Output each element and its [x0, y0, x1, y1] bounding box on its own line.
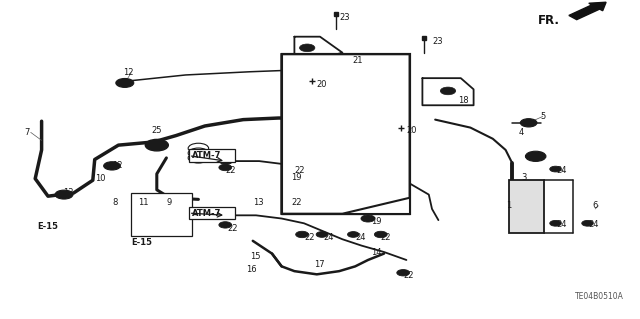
Text: 11: 11 — [138, 198, 148, 207]
Text: 17: 17 — [314, 260, 324, 269]
Text: ATM-7: ATM-7 — [192, 209, 221, 218]
Circle shape — [285, 196, 298, 203]
Circle shape — [284, 170, 298, 177]
Text: 20: 20 — [406, 126, 417, 135]
Circle shape — [520, 119, 537, 127]
Circle shape — [361, 215, 375, 222]
Text: 10: 10 — [95, 174, 106, 182]
Text: E-15: E-15 — [131, 238, 152, 247]
Text: 24: 24 — [557, 166, 567, 175]
Text: 22: 22 — [403, 271, 413, 280]
Circle shape — [300, 44, 315, 52]
Circle shape — [582, 220, 593, 226]
Text: 23: 23 — [339, 13, 350, 22]
Circle shape — [287, 164, 300, 171]
Text: 21: 21 — [352, 56, 362, 65]
Bar — [509, 180, 544, 233]
Text: 13: 13 — [253, 198, 264, 207]
Bar — [282, 54, 410, 214]
Text: 22: 22 — [381, 233, 391, 242]
Text: 12: 12 — [63, 189, 73, 197]
Circle shape — [316, 232, 328, 237]
Text: 19: 19 — [371, 217, 381, 226]
Text: 24: 24 — [323, 233, 333, 242]
Text: 24: 24 — [557, 220, 567, 229]
Text: 6: 6 — [592, 201, 597, 210]
Circle shape — [220, 158, 232, 164]
Text: ATM-7: ATM-7 — [192, 151, 221, 160]
Circle shape — [397, 270, 410, 276]
Text: 24: 24 — [355, 233, 365, 242]
Circle shape — [145, 139, 168, 151]
Circle shape — [220, 212, 232, 219]
Text: 23: 23 — [432, 37, 443, 46]
Circle shape — [55, 190, 73, 199]
Bar — [282, 54, 410, 214]
Text: 4: 4 — [518, 128, 524, 137]
Circle shape — [296, 231, 308, 238]
Text: 7: 7 — [24, 128, 29, 137]
Circle shape — [348, 232, 359, 237]
Text: 1: 1 — [506, 201, 511, 210]
Text: 24: 24 — [589, 220, 599, 229]
Text: 8: 8 — [112, 198, 117, 207]
Circle shape — [550, 220, 561, 226]
Text: FR.: FR. — [538, 14, 560, 27]
Text: 22: 22 — [294, 166, 305, 175]
Bar — [189, 149, 235, 162]
Text: 20: 20 — [317, 80, 327, 89]
Bar — [131, 193, 192, 236]
Text: 25: 25 — [151, 126, 161, 135]
Text: 22: 22 — [304, 233, 314, 242]
Circle shape — [550, 166, 561, 172]
Text: 12: 12 — [112, 161, 122, 170]
Text: 3: 3 — [522, 173, 527, 182]
Text: 15: 15 — [250, 252, 260, 261]
Text: 22: 22 — [225, 166, 236, 175]
Text: 22: 22 — [227, 224, 237, 233]
Circle shape — [219, 164, 232, 171]
Text: 2: 2 — [538, 152, 543, 161]
Text: E-15: E-15 — [37, 222, 58, 231]
Bar — [189, 207, 235, 219]
Circle shape — [525, 151, 546, 161]
Text: 12: 12 — [123, 68, 133, 77]
Text: 19: 19 — [291, 173, 301, 182]
Text: 18: 18 — [458, 96, 468, 105]
Text: TE04B0510A: TE04B0510A — [575, 293, 624, 301]
Circle shape — [219, 222, 232, 228]
Circle shape — [440, 87, 456, 95]
Text: 9: 9 — [166, 198, 172, 207]
FancyArrow shape — [569, 2, 606, 20]
Circle shape — [116, 78, 134, 87]
Polygon shape — [282, 54, 410, 214]
Circle shape — [104, 162, 120, 170]
Text: 14: 14 — [371, 248, 381, 256]
Text: 5: 5 — [541, 112, 546, 121]
Circle shape — [374, 231, 387, 238]
Text: 22: 22 — [291, 198, 301, 207]
Text: 16: 16 — [246, 265, 257, 274]
